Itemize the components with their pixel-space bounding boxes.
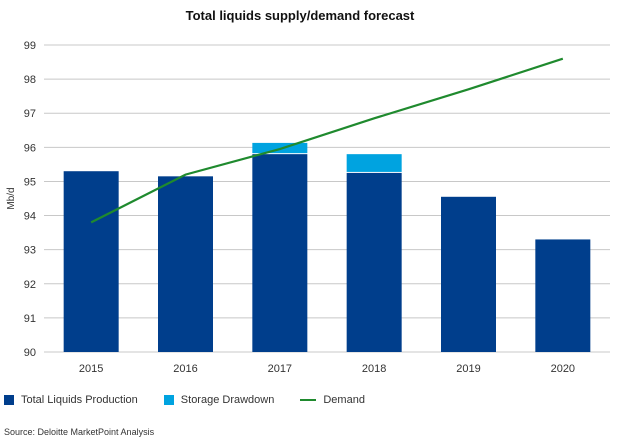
x-tick-label: 2016 [173, 363, 197, 375]
chart-svg: 90 91 92 93 94 95 96 97 98 99 Mb/d 2015 2016 2017 2018… [6, 40, 610, 375]
bar-storage-drawdown [346, 154, 402, 172]
bar-production [63, 171, 119, 352]
chart-title: Total liquids supply/demand forecast [185, 8, 415, 23]
y-tick-label: 95 [24, 176, 36, 188]
legend-item-storage: Storage Drawdown [163, 394, 275, 406]
bar-production [535, 239, 591, 352]
legend-swatch-storage [163, 395, 174, 405]
x-tick-label: 2017 [268, 363, 292, 375]
legend-item-production: Total Liquids Production [4, 394, 138, 406]
legend-item-demand: Demand [300, 394, 365, 406]
y-tick-label: 98 [24, 74, 36, 86]
y-tick-label: 99 [24, 40, 36, 52]
y-tick-label: 90 [24, 347, 36, 359]
bar-production [252, 154, 308, 352]
legend-swatch-demand [300, 399, 317, 401]
demand-line [90, 57, 564, 224]
y-tick-label: 94 [24, 211, 36, 223]
y-tick-label: 93 [24, 245, 36, 257]
legend-label-production: Total Liquids Production [21, 394, 138, 406]
y-axis-label: Mb/d [6, 187, 17, 209]
x-tick-label: 2018 [362, 363, 386, 375]
x-tick-label: 2020 [551, 363, 575, 375]
legend-swatch-production [4, 395, 14, 405]
x-tick-label: 2015 [79, 363, 103, 375]
y-tick-label: 97 [24, 108, 36, 120]
bar-production [158, 176, 213, 352]
source-note: Source: Deloitte MarketPoint Analysis [4, 427, 155, 437]
legend-label-demand: Demand [323, 394, 365, 406]
y-tick-label: 96 [24, 142, 36, 154]
y-tick-label: 92 [24, 279, 36, 291]
bar-production [346, 172, 402, 352]
bar-production [441, 196, 496, 352]
y-tick-label: 91 [24, 313, 36, 325]
legend-label-storage: Storage Drawdown [180, 394, 275, 406]
legend: Total Liquids Production Storage Drawdow… [4, 394, 391, 406]
x-tick-label: 2019 [456, 363, 480, 375]
